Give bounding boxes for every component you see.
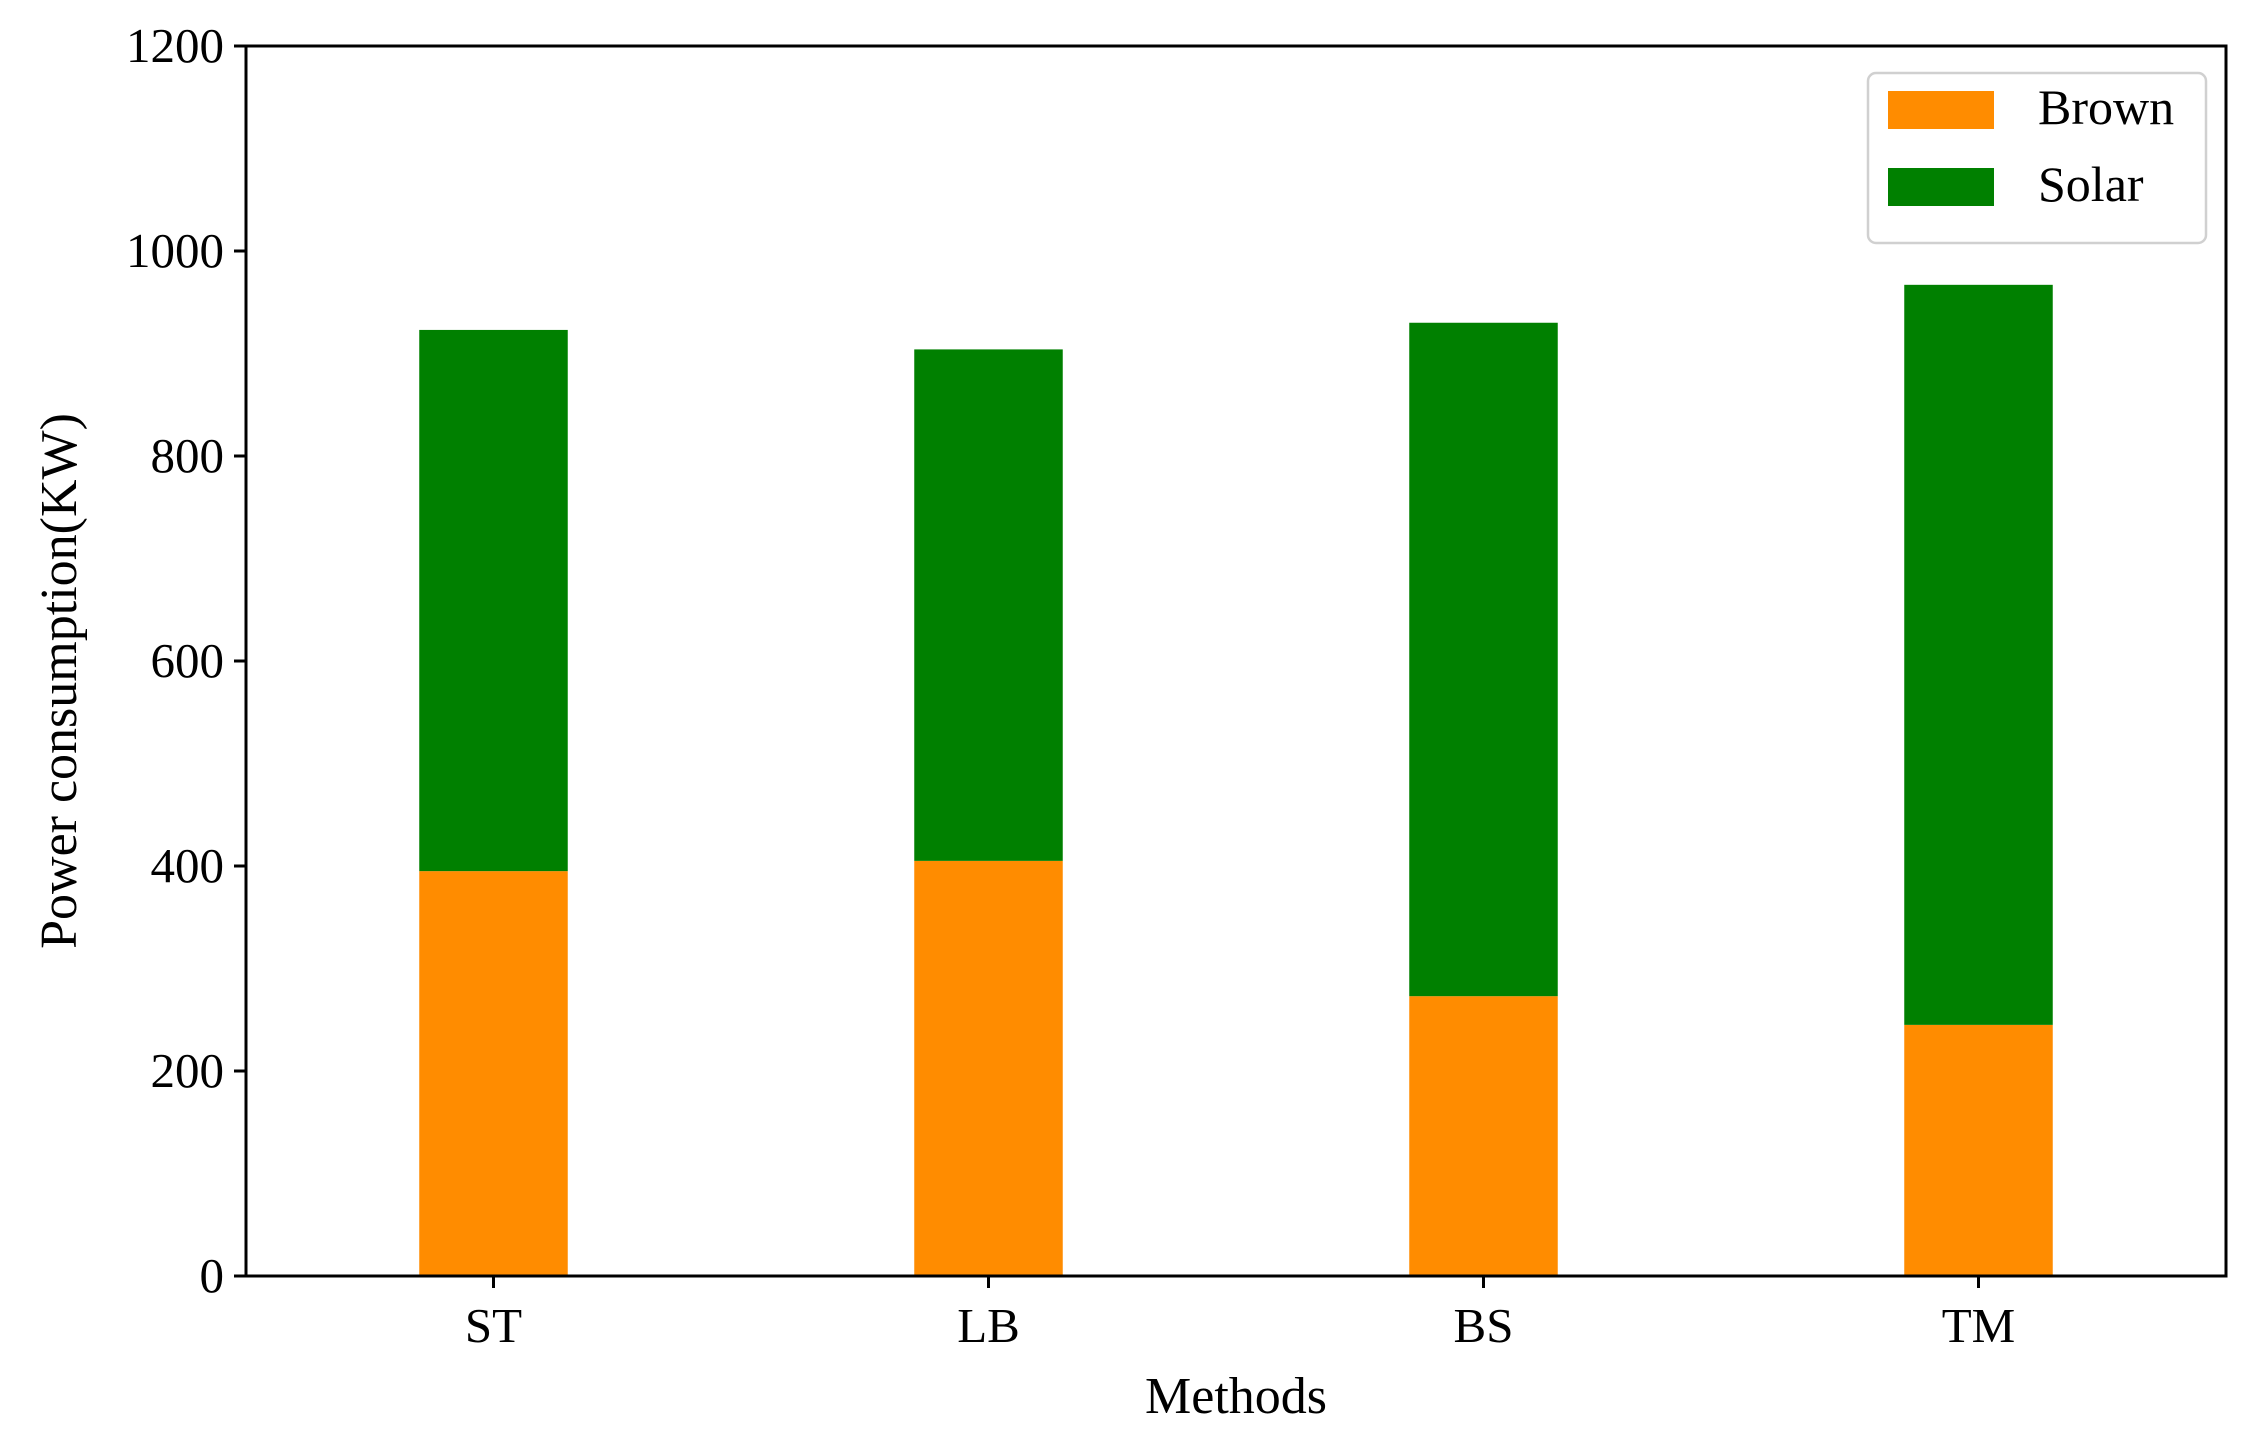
bar-solar-st [419,329,568,872]
bars-layer [419,284,2053,1276]
legend-swatch-brown [1888,91,1994,129]
x-tick-label-lb: LB [957,1298,1020,1353]
legend-label-brown: Brown [2038,79,2174,135]
bar-brown-tm [1904,1024,2053,1276]
legend: Brown Solar [1866,71,2208,245]
x-axis-title: Methods [1145,1368,1327,1425]
y-tick-label: 0 [200,1248,225,1303]
bar-solar-lb [914,349,1063,861]
y-tick-label: 800 [151,428,225,483]
legend-items: Brown Solar [1888,79,2174,212]
y-tick-label: 200 [151,1043,225,1098]
y-tick-label: 400 [151,838,225,893]
legend-swatch-solar [1888,168,1994,206]
y-tick-label: 1200 [126,18,224,73]
y-axis: 0 200 400 600 800 1000 1200 [126,18,246,1303]
x-axis: ST LB BS TM [465,1276,2015,1353]
x-tick-label-tm: TM [1942,1298,2016,1353]
y-tick-label: 1000 [126,223,224,278]
bar-brown-st [419,871,568,1276]
y-axis-title: Power consumption(KW) [31,413,88,949]
bar-brown-bs [1409,996,1558,1276]
x-tick-label-st: ST [465,1298,522,1353]
bar-brown-lb [914,860,1063,1276]
bar-solar-tm [1904,284,2053,1025]
legend-label-solar: Solar [2038,156,2144,212]
x-tick-label-bs: BS [1454,1298,1514,1353]
bar-solar-bs [1409,322,1558,997]
y-tick-label: 600 [151,633,225,688]
